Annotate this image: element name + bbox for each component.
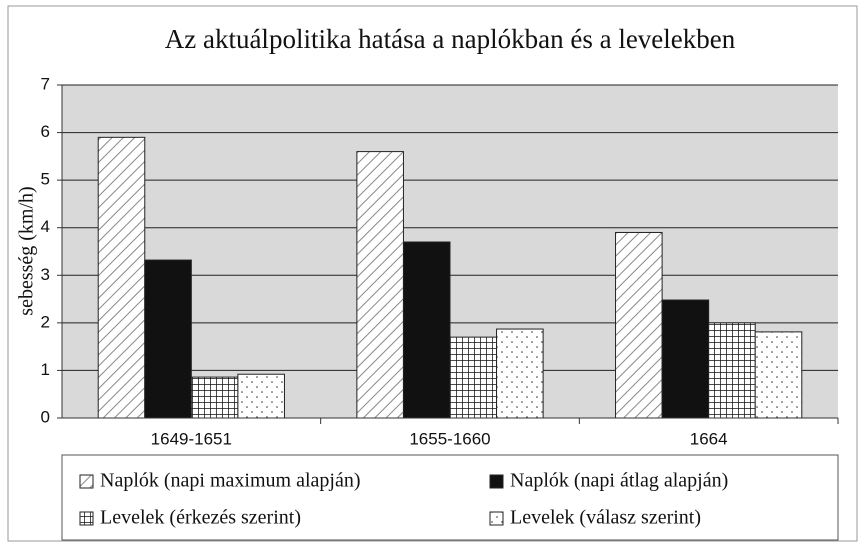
legend-swatch: [489, 474, 504, 489]
x-tick-label: 1649-1651: [151, 429, 232, 448]
y-tick-label: 4: [41, 217, 50, 236]
bar: [496, 328, 544, 419]
bar: [237, 373, 285, 419]
legend-label: Naplók (napi maximum alapján): [100, 470, 360, 492]
y-tick-label: 2: [41, 312, 50, 331]
y-tick-label: 7: [41, 74, 50, 93]
y-tick-label: 1: [41, 360, 50, 379]
bar: [754, 331, 803, 419]
bar: [356, 151, 404, 419]
legend-label: Naplók (napi átlag alapján): [510, 470, 728, 492]
y-tick-label: 0: [41, 407, 50, 426]
bar: [661, 299, 710, 419]
legend-swatch: [79, 511, 94, 526]
y-tick-label: 5: [41, 170, 50, 189]
bar: [97, 136, 146, 419]
legend-label: Levelek (válasz szerint): [510, 507, 701, 529]
x-tick-label: 1655-1660: [409, 429, 490, 448]
y-tick-label: 6: [41, 122, 50, 141]
legend: [61, 454, 839, 541]
chart-title: Az aktuálpolitika hatása a naplókban és …: [165, 24, 736, 54]
bar: [449, 336, 498, 419]
bar: [402, 241, 451, 419]
bar: [708, 322, 756, 419]
legend-swatch: [489, 511, 504, 526]
legend-label: Levelek (érkezés szerint): [100, 507, 301, 529]
bar: [144, 259, 192, 419]
bar: [190, 376, 239, 419]
x-tick-label: 1664: [690, 429, 728, 448]
legend-swatch: [79, 474, 94, 489]
y-axis-label: sebesség (km/h): [16, 186, 38, 315]
bar: [615, 231, 663, 419]
y-tick-label: 3: [41, 265, 50, 284]
